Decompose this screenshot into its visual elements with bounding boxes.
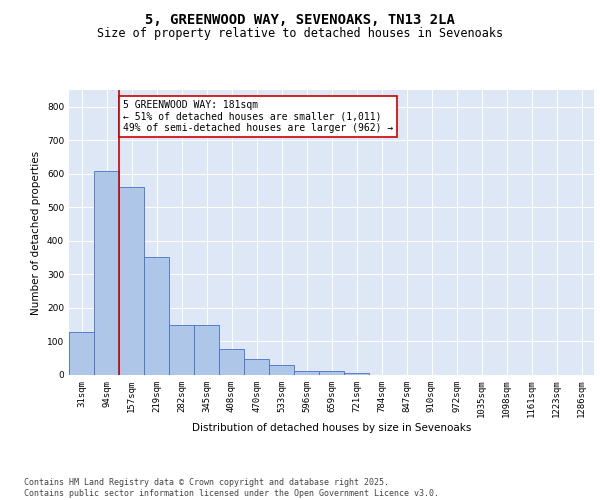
Bar	[119, 186, 144, 375]
Bar	[344, 374, 369, 375]
Bar	[169, 324, 194, 375]
Bar	[94, 171, 119, 375]
Bar	[144, 257, 169, 375]
Text: Contains HM Land Registry data © Crown copyright and database right 2025.
Contai: Contains HM Land Registry data © Crown c…	[24, 478, 439, 498]
Y-axis label: Number of detached properties: Number of detached properties	[31, 150, 41, 314]
Bar	[294, 370, 319, 375]
Bar	[219, 349, 244, 375]
Text: Size of property relative to detached houses in Sevenoaks: Size of property relative to detached ho…	[97, 28, 503, 40]
X-axis label: Distribution of detached houses by size in Sevenoaks: Distribution of detached houses by size …	[192, 423, 471, 433]
Text: 5, GREENWOOD WAY, SEVENOAKS, TN13 2LA: 5, GREENWOOD WAY, SEVENOAKS, TN13 2LA	[145, 12, 455, 26]
Bar	[194, 324, 219, 375]
Bar	[269, 365, 294, 375]
Bar	[69, 332, 94, 375]
Bar	[319, 371, 344, 375]
Text: 5 GREENWOOD WAY: 181sqm
← 51% of detached houses are smaller (1,011)
49% of semi: 5 GREENWOOD WAY: 181sqm ← 51% of detache…	[123, 100, 393, 134]
Bar	[244, 359, 269, 375]
